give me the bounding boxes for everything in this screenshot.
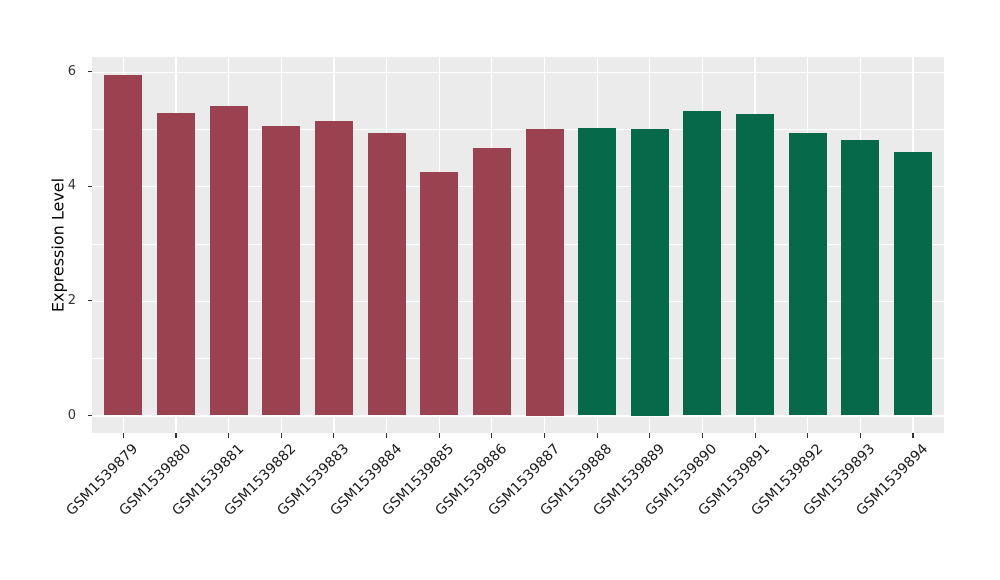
y-tick-mark [87, 300, 92, 302]
bar-GSM1539892 [788, 133, 827, 416]
bar-GSM1539881 [209, 105, 248, 416]
bar-GSM1539879 [104, 74, 143, 416]
y-tick-label-4: 4 [67, 178, 76, 194]
bar-GSM1539882 [262, 125, 301, 416]
minor-gridline [92, 358, 944, 359]
x-tick-mark [228, 433, 230, 438]
y-tick-label-0: 0 [67, 407, 76, 423]
bar-GSM1539888 [578, 127, 617, 416]
x-tick-mark [596, 433, 598, 438]
bar-GSM1539885 [420, 171, 459, 416]
bar-GSM1539890 [683, 111, 722, 416]
bar-GSM1539884 [367, 133, 406, 416]
x-tick-mark [491, 433, 493, 438]
bar-GSM1539893 [841, 140, 880, 416]
x-tick-mark [754, 433, 756, 438]
major-gridline [92, 71, 944, 73]
y-tick-label-2: 2 [67, 292, 76, 308]
x-tick-mark [333, 433, 335, 438]
x-tick-mark [543, 433, 546, 438]
bar-GSM1539894 [894, 151, 933, 416]
y-tick-mark [87, 185, 92, 187]
x-tick-mark [912, 433, 914, 438]
minor-gridline [92, 129, 944, 130]
major-gridline [92, 186, 944, 188]
bar-GSM1539887 [525, 129, 564, 416]
bar-GSM1539883 [314, 120, 353, 416]
x-tick-mark [385, 433, 388, 438]
x-tick-mark [859, 433, 861, 438]
x-tick-mark [175, 433, 177, 438]
bar-GSM1539880 [156, 112, 195, 416]
minor-gridline [92, 243, 944, 245]
plot-panel [92, 57, 944, 433]
y-tick-label-6: 6 [67, 63, 76, 79]
bar-GSM1539891 [736, 113, 775, 416]
x-tick-mark [122, 433, 124, 438]
x-tick-mark [280, 433, 282, 438]
x-tick-mark [701, 433, 704, 438]
x-tick-mark [807, 433, 809, 438]
bar-GSM1539886 [472, 148, 511, 416]
major-gridline [92, 415, 944, 417]
x-tick-mark [438, 433, 440, 438]
major-gridline [92, 300, 944, 303]
bar-GSM1539889 [630, 129, 669, 416]
y-tick-mark [87, 414, 92, 417]
x-tick-mark [649, 433, 651, 438]
y-tick-mark [87, 71, 92, 73]
